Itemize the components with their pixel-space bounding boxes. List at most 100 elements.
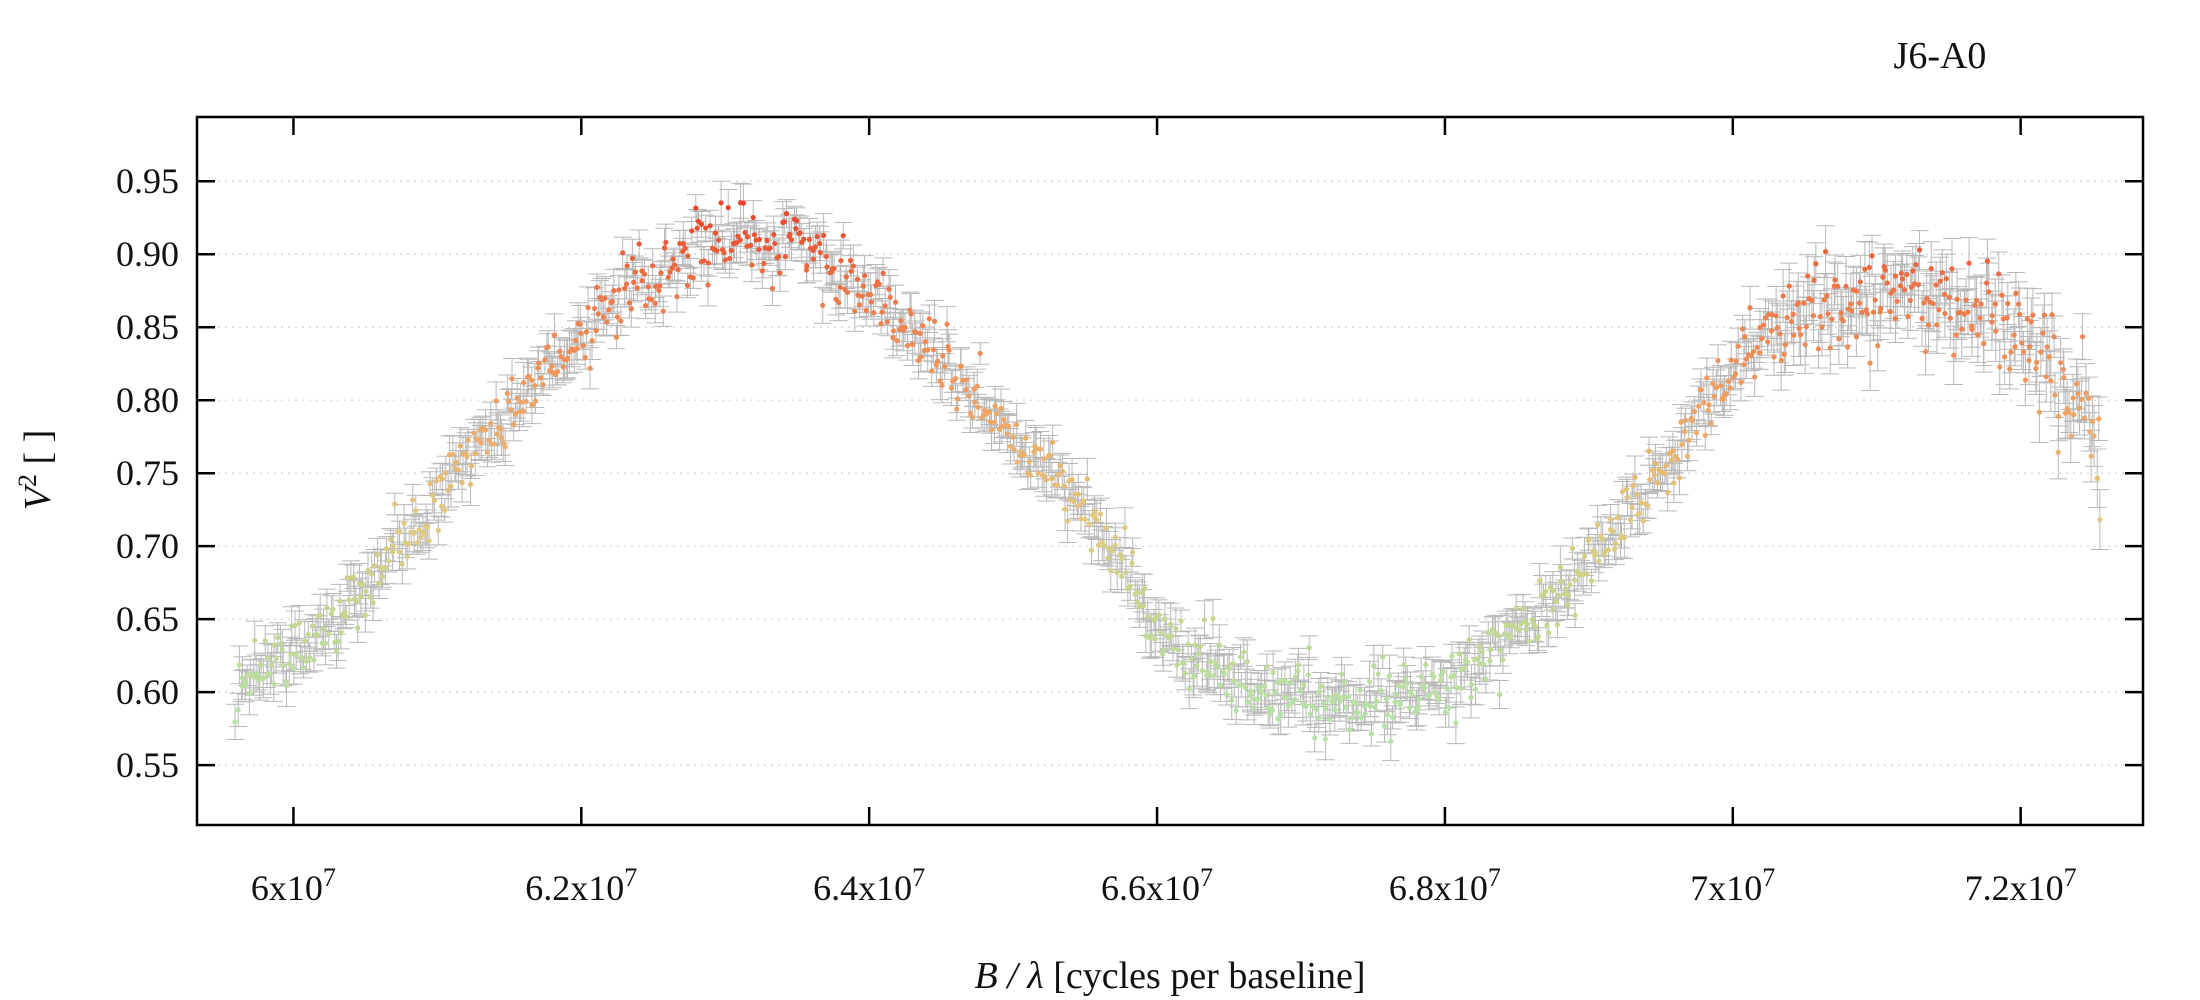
data-point	[988, 427, 995, 433]
data-point	[1458, 685, 1464, 691]
data-point	[2044, 344, 2050, 350]
data-point	[1071, 498, 1077, 504]
data-point	[1479, 649, 1485, 655]
data-point	[283, 678, 289, 685]
data-point	[2028, 319, 2034, 325]
data-point	[1838, 310, 1844, 316]
data-point	[1353, 700, 1359, 706]
data-point	[665, 274, 671, 280]
data-point	[1483, 676, 1489, 682]
data-point	[1516, 627, 1522, 634]
y-tick-label: 0.55	[116, 745, 179, 785]
data-point	[1065, 518, 1071, 524]
data-point	[2019, 340, 2025, 346]
data-point	[1449, 653, 1455, 659]
data-point	[2079, 334, 2086, 340]
data-point	[1338, 671, 1345, 677]
data-point	[1848, 301, 1854, 307]
data-point	[1959, 326, 1965, 332]
data-point	[769, 285, 776, 292]
data-point	[694, 225, 700, 231]
data-point	[1679, 441, 1685, 448]
data-point	[589, 338, 595, 344]
data-point	[326, 631, 332, 637]
data-point	[2027, 344, 2033, 350]
data-point	[1701, 400, 1707, 406]
data-point	[1480, 661, 1487, 668]
data-point	[351, 574, 357, 580]
data-point	[606, 307, 612, 313]
data-point	[1265, 705, 1271, 711]
data-point	[1632, 474, 1638, 480]
data-point	[1182, 670, 1188, 676]
data-point	[1307, 711, 1313, 717]
data-point	[1843, 283, 1849, 289]
data-point	[1269, 707, 1275, 713]
data-point	[390, 549, 396, 555]
data-point	[239, 675, 246, 681]
data-point	[1894, 298, 1900, 304]
data-point	[303, 658, 309, 665]
data-point	[1282, 677, 1288, 684]
data-point	[1713, 385, 1720, 391]
data-point	[1757, 324, 1763, 331]
data-point	[684, 282, 691, 289]
data-point	[1215, 664, 1221, 670]
data-point	[379, 573, 386, 580]
data-point	[727, 255, 733, 262]
data-point	[1875, 343, 1881, 349]
data-point	[558, 353, 564, 360]
data-point	[693, 205, 699, 211]
data-point	[1801, 300, 1807, 306]
data-point	[847, 257, 854, 264]
data-point	[472, 451, 478, 457]
data-point	[657, 283, 663, 289]
data-point	[1811, 277, 1817, 283]
data-point	[1550, 606, 1556, 612]
data-point	[1849, 308, 1855, 314]
data-point	[1245, 699, 1251, 705]
data-point	[1635, 491, 1641, 497]
data-point	[944, 321, 950, 327]
data-point	[1026, 459, 1032, 465]
data-point	[1201, 617, 1208, 623]
data-point	[1742, 334, 1748, 340]
data-point	[2081, 415, 2087, 421]
data-point	[1349, 715, 1355, 721]
data-point	[337, 598, 343, 604]
data-point	[1285, 703, 1291, 709]
data-point	[645, 284, 651, 290]
data-point	[952, 376, 959, 382]
data-point	[1366, 678, 1373, 685]
data-point	[578, 330, 584, 337]
data-point	[1466, 637, 1472, 643]
data-point	[538, 375, 544, 381]
data-point	[328, 610, 335, 617]
data-point	[300, 665, 306, 671]
data-point	[1786, 283, 1792, 289]
data-point	[1853, 288, 1860, 294]
data-point	[1075, 491, 1081, 497]
data-point	[2061, 374, 2067, 381]
data-point	[772, 240, 778, 247]
data-point	[2036, 409, 2043, 415]
data-point	[620, 250, 626, 256]
data-point	[855, 292, 861, 298]
data-point	[1284, 694, 1290, 700]
data-point	[595, 311, 601, 317]
data-point	[2066, 409, 2072, 415]
data-point	[2000, 316, 2006, 322]
data-point	[761, 260, 767, 267]
data-point	[296, 620, 302, 626]
data-point	[1074, 503, 1080, 509]
data-point	[1636, 510, 1642, 517]
data-point	[1292, 674, 1298, 680]
data-point	[399, 561, 405, 567]
data-point	[1747, 305, 1753, 311]
data-point	[299, 655, 305, 661]
data-point	[2091, 433, 2097, 439]
data-point	[1671, 480, 1677, 486]
data-point	[1913, 261, 1919, 268]
data-point	[279, 647, 285, 653]
data-point	[1312, 735, 1318, 741]
